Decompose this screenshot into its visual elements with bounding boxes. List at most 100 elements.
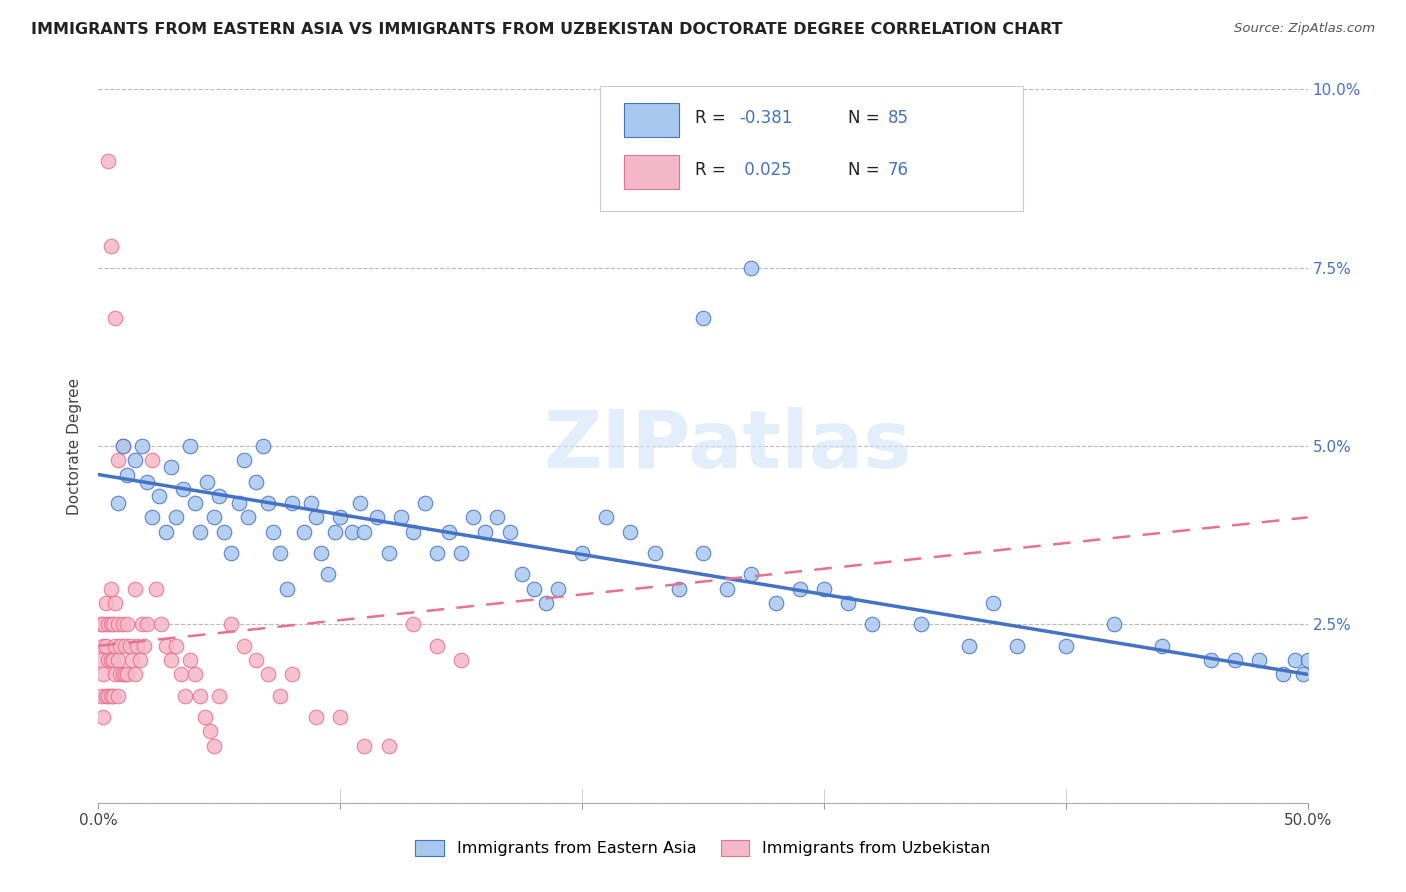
- Point: [114, 639, 136, 653]
- Point: [111, 439, 134, 453]
- Point: [118, 639, 141, 653]
- Point: [104, 667, 127, 681]
- Text: R =: R =: [695, 161, 731, 178]
- Point: [353, 524, 375, 539]
- Point: [179, 653, 201, 667]
- Point: [510, 567, 533, 582]
- Point: [1249, 653, 1271, 667]
- Point: [107, 453, 129, 467]
- Point: [198, 724, 221, 739]
- Point: [252, 439, 274, 453]
- Text: N =: N =: [848, 109, 884, 127]
- Point: [426, 639, 449, 653]
- Point: [188, 524, 211, 539]
- Point: [450, 546, 472, 560]
- Point: [474, 524, 496, 539]
- Point: [101, 617, 124, 632]
- Point: [141, 510, 163, 524]
- Point: [1054, 639, 1077, 653]
- Text: 85: 85: [889, 109, 910, 127]
- Point: [107, 496, 129, 510]
- Point: [204, 510, 226, 524]
- Point: [141, 453, 163, 467]
- Point: [108, 667, 131, 681]
- Legend: Immigrants from Eastern Asia, Immigrants from Uzbekistan: Immigrants from Eastern Asia, Immigrants…: [409, 833, 997, 863]
- Point: [155, 524, 177, 539]
- Point: [281, 667, 304, 681]
- Point: [668, 582, 690, 596]
- Point: [90, 689, 112, 703]
- Point: [117, 467, 139, 482]
- Point: [155, 639, 177, 653]
- FancyBboxPatch shape: [624, 103, 679, 137]
- Point: [100, 653, 122, 667]
- Point: [342, 524, 364, 539]
- Point: [281, 496, 304, 510]
- Point: [765, 596, 787, 610]
- Text: 76: 76: [889, 161, 910, 178]
- Point: [957, 639, 980, 653]
- Point: [117, 617, 139, 632]
- Point: [97, 617, 120, 632]
- Text: -0.381: -0.381: [740, 109, 793, 127]
- Point: [262, 524, 284, 539]
- Point: [124, 667, 146, 681]
- Point: [413, 496, 436, 510]
- Point: [305, 710, 328, 724]
- Point: [174, 689, 197, 703]
- Point: [145, 582, 167, 596]
- Point: [329, 510, 352, 524]
- Point: [377, 546, 399, 560]
- Point: [165, 510, 187, 524]
- Point: [692, 310, 714, 325]
- Point: [692, 546, 714, 560]
- Point: [131, 439, 153, 453]
- Point: [269, 689, 291, 703]
- Point: [740, 567, 762, 582]
- Point: [1223, 653, 1246, 667]
- Point: [228, 496, 250, 510]
- Point: [104, 310, 127, 325]
- Point: [111, 617, 134, 632]
- Point: [104, 639, 127, 653]
- Point: [135, 475, 157, 489]
- Point: [128, 653, 150, 667]
- Point: [100, 617, 122, 632]
- Point: [366, 510, 388, 524]
- Point: [134, 639, 156, 653]
- Point: [595, 510, 617, 524]
- Point: [498, 524, 520, 539]
- Point: [160, 460, 183, 475]
- Point: [1152, 639, 1174, 653]
- Point: [221, 617, 243, 632]
- Point: [100, 239, 122, 253]
- Text: N =: N =: [848, 161, 884, 178]
- Point: [450, 653, 472, 667]
- Point: [232, 639, 254, 653]
- Point: [100, 582, 122, 596]
- Point: [195, 475, 218, 489]
- Point: [245, 653, 267, 667]
- Point: [91, 639, 114, 653]
- Point: [108, 639, 131, 653]
- FancyBboxPatch shape: [600, 86, 1024, 211]
- Point: [523, 582, 546, 596]
- Point: [1102, 617, 1125, 632]
- Point: [114, 667, 136, 681]
- Point: [402, 617, 425, 632]
- Point: [165, 639, 187, 653]
- Point: [547, 582, 569, 596]
- Point: [426, 546, 449, 560]
- Point: [107, 689, 129, 703]
- Point: [740, 260, 762, 275]
- Point: [716, 582, 738, 596]
- Point: [204, 739, 226, 753]
- Point: [111, 439, 134, 453]
- Point: [981, 596, 1004, 610]
- Text: 0.025: 0.025: [740, 161, 792, 178]
- Point: [194, 710, 217, 724]
- Point: [292, 524, 315, 539]
- Point: [486, 510, 509, 524]
- Point: [127, 639, 149, 653]
- Point: [107, 653, 129, 667]
